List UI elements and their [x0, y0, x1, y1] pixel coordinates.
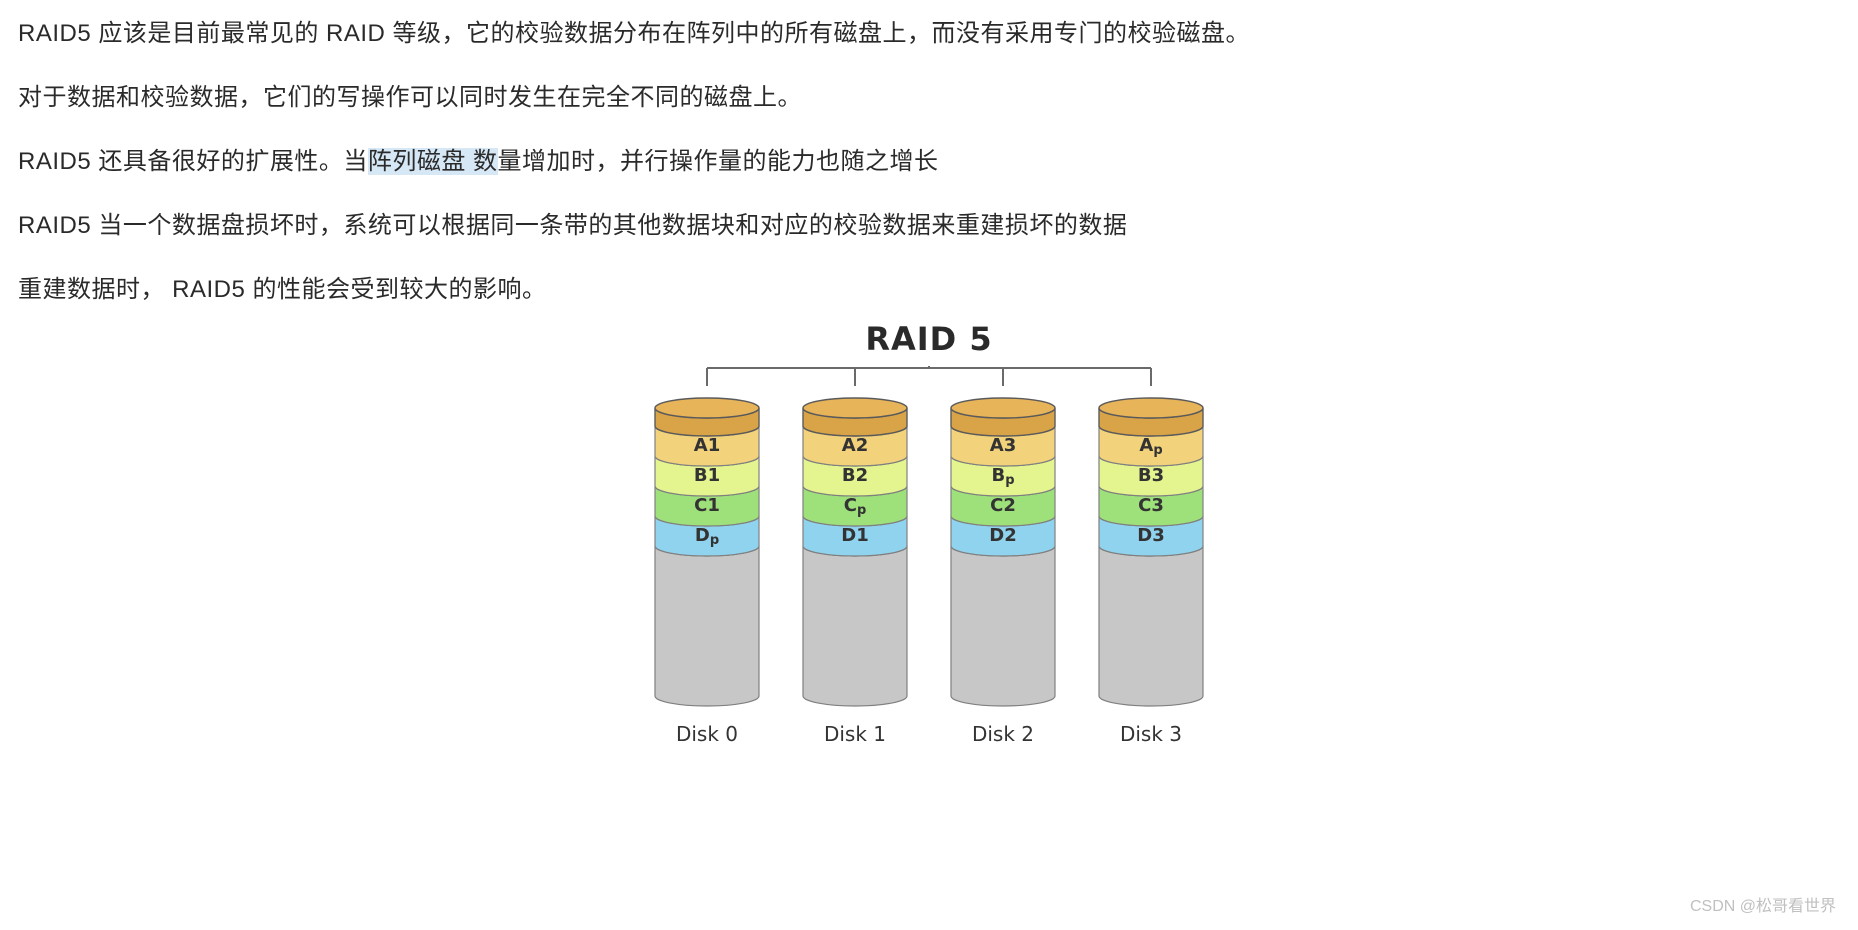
block-label: A2 — [842, 435, 868, 456]
paragraph-5: 重建数据时， RAID5 的性能会受到较大的影响。 — [18, 272, 1840, 308]
disk-cylinder: ApB3C3D3 — [1095, 396, 1207, 708]
block-label: A1 — [694, 435, 720, 456]
block-label: C1 — [694, 495, 720, 516]
block-label: B3 — [1138, 465, 1164, 486]
block-label: D2 — [989, 525, 1016, 546]
disk-label: Disk 1 — [799, 722, 911, 746]
paragraph-3-highlight: 阵列磁盘 数 — [368, 148, 498, 175]
paragraph-block: RAID5 应该是目前最常见的 RAID 等级，它的校验数据分布在阵列中的所有磁… — [0, 0, 1858, 308]
diagram-title: RAID 5 — [0, 320, 1858, 358]
paragraph-3: RAID5 还具备很好的扩展性。当阵列磁盘 数量增加时，并行操作量的能力也随之增… — [18, 144, 1840, 180]
paragraph-4: RAID5 当一个数据盘损坏时，系统可以根据同一条带的其他数据块和对应的校验数据… — [18, 208, 1840, 244]
block-label: D3 — [1137, 525, 1164, 546]
connector-lines — [651, 366, 1207, 390]
disk-cylinder: A2B2CpD1 — [799, 396, 911, 708]
paragraph-1: RAID5 应该是目前最常见的 RAID 等级，它的校验数据分布在阵列中的所有磁… — [18, 16, 1840, 52]
disk-cylinder: A3BpC2D2 — [947, 396, 1059, 708]
disks-row: A1B1C1DpDisk 0A2B2CpD1Disk 1A3BpC2D2Disk… — [0, 396, 1858, 746]
block-label: D1 — [841, 525, 868, 546]
disk-column: A2B2CpD1Disk 1 — [799, 396, 911, 746]
block-label: A3 — [990, 435, 1016, 456]
disk-label: Disk 2 — [947, 722, 1059, 746]
disk-cylinder: A1B1C1Dp — [651, 396, 763, 708]
block-label: C3 — [1138, 495, 1164, 516]
block-label: B1 — [694, 465, 720, 486]
block-label: B2 — [842, 465, 868, 486]
paragraph-3b: 量增加时，并行操作量的能力也随之增长 — [498, 148, 939, 175]
disk-label: Disk 0 — [651, 722, 763, 746]
disk-column: A1B1C1DpDisk 0 — [651, 396, 763, 746]
disk-label: Disk 3 — [1095, 722, 1207, 746]
disk-column: ApB3C3D3Disk 3 — [1095, 396, 1207, 746]
paragraph-2: 对于数据和校验数据，它们的写操作可以同时发生在完全不同的磁盘上。 — [18, 80, 1840, 116]
watermark: CSDN @松哥看世界 — [1690, 892, 1836, 916]
disk-column: A3BpC2D2Disk 2 — [947, 396, 1059, 746]
block-label: C2 — [990, 495, 1016, 516]
paragraph-3a: RAID5 还具备很好的扩展性。当 — [18, 148, 368, 175]
raid5-diagram: RAID 5 A1B1C1DpDisk 0A2B2CpD1Disk 1A3BpC… — [0, 320, 1858, 746]
